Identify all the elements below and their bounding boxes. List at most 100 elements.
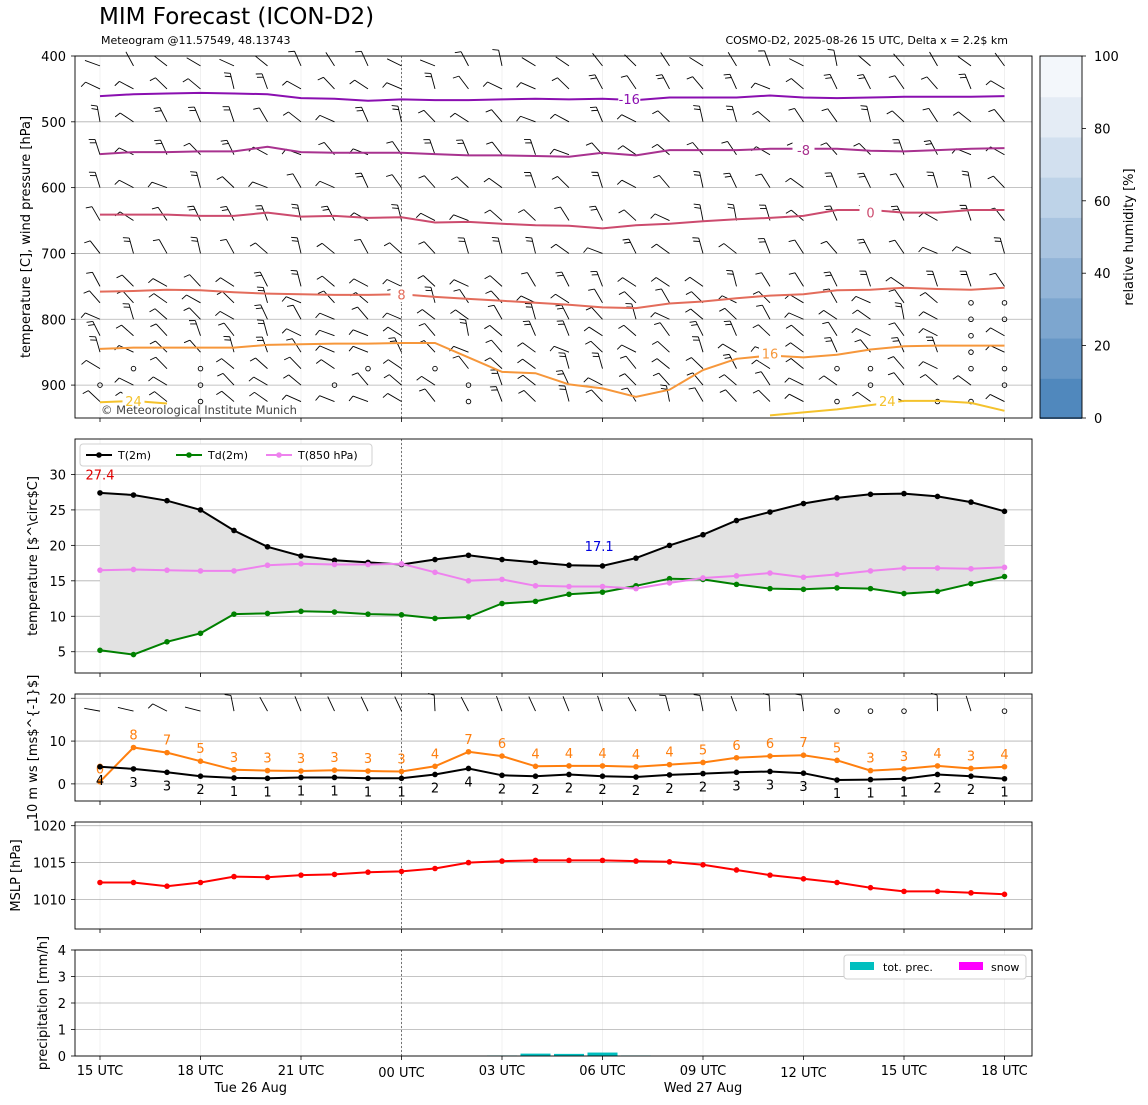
barb-flag [524, 139, 531, 141]
wind-barb [886, 110, 905, 123]
mean-wind-label: 3 [163, 779, 171, 794]
wind-barb [550, 243, 570, 254]
barb-staff [829, 271, 838, 287]
barb-flag [891, 337, 898, 339]
barb-staff [628, 238, 637, 254]
y-axis-label: precipitation [mm/h] [36, 936, 51, 1070]
wind-barb [590, 270, 603, 287]
wind-barb [454, 51, 469, 67]
barb-flag [484, 325, 491, 330]
barb-staff [699, 171, 704, 188]
barb-staff [965, 695, 972, 712]
barb-flag [255, 274, 262, 277]
barb-flag [922, 107, 929, 111]
barb-flag [651, 243, 657, 249]
wind-barb [821, 108, 838, 123]
barb-flag [691, 324, 698, 326]
wind-barb [857, 238, 871, 254]
barb-staff [194, 320, 201, 336]
barb-staff [866, 106, 871, 122]
mean-wind-label: 2 [598, 783, 606, 798]
wind-barb [685, 308, 704, 320]
wind-barb [551, 77, 570, 90]
barb-flag [958, 73, 965, 75]
barb-staff [219, 311, 235, 320]
mean-wind-point [264, 775, 271, 782]
barb-flag [657, 77, 664, 80]
barb-staff [154, 391, 168, 402]
barb-flag [89, 336, 96, 338]
wind-barb [555, 370, 570, 386]
barb-flag [890, 205, 898, 208]
wind-speed-point [130, 744, 137, 751]
barb-staff [453, 345, 469, 353]
barb-flag [650, 213, 656, 219]
wind-barb [183, 307, 201, 320]
wind-barb [188, 106, 201, 122]
isotherm-label: 8 [397, 288, 405, 303]
barb-staff [555, 293, 570, 304]
barb-flag [88, 139, 96, 140]
barb-staff [660, 52, 670, 67]
wind-speed-point [398, 768, 405, 775]
barb-staff [829, 74, 838, 90]
barb-flag [281, 328, 287, 334]
barb-staff [424, 388, 436, 402]
barb-flag [220, 238, 227, 241]
barb-staff [526, 272, 536, 287]
td2m-series-point [432, 615, 438, 622]
wind-barb [391, 105, 402, 122]
barb-staff [229, 336, 235, 353]
barb-flag [685, 357, 692, 361]
barb-flag [752, 324, 759, 329]
barb-flag [651, 143, 658, 149]
barb-flag [784, 312, 790, 318]
barb-staff [894, 289, 905, 304]
surface-wind-barb [965, 695, 972, 712]
barb-staff [657, 341, 670, 353]
barb-staff [730, 695, 737, 712]
barb-staff [528, 696, 536, 712]
barb-staff [196, 172, 201, 188]
barb-staff [155, 77, 168, 90]
t2m-series-point [164, 497, 170, 504]
barb-flag [625, 303, 632, 305]
barb-staff [655, 277, 670, 287]
barb-staff [625, 355, 637, 369]
barb-flag [694, 207, 701, 209]
barb-staff [522, 374, 536, 386]
mslp-point [465, 859, 472, 866]
barb-staff [727, 51, 737, 67]
wind-barb [549, 113, 570, 123]
barb-flag [858, 77, 865, 80]
wind-barb [283, 374, 302, 386]
barb-staff [158, 239, 168, 254]
barb-staff [699, 106, 704, 122]
mean-wind-label: 1 [900, 786, 908, 801]
wind-barb [922, 107, 938, 123]
barb-flag [451, 176, 458, 181]
barb-flag [115, 391, 121, 396]
x-tick-label: 15 UTC [77, 1064, 123, 1079]
wind-barb [589, 106, 603, 122]
mean-wind-point [432, 771, 438, 778]
barb-staff [119, 211, 134, 221]
wind-barb [725, 105, 737, 122]
barb-flag [256, 208, 263, 210]
barb-flag [317, 76, 324, 81]
barb-flag [994, 240, 1002, 242]
wind-barb [952, 375, 972, 386]
barb-flag [988, 109, 995, 113]
wind-barb [888, 75, 905, 90]
wind-barb [650, 277, 670, 287]
barb-flag [484, 357, 491, 362]
barb-flag [283, 374, 289, 379]
calm-marker [97, 382, 103, 388]
barb-flag [660, 387, 668, 390]
mean-wind-label: 1 [833, 787, 841, 802]
wind-barb [652, 372, 670, 386]
barb-flag [217, 372, 224, 377]
barb-flag [888, 75, 896, 78]
wind-barb [827, 48, 838, 66]
x-tick-label: 18 UTC [981, 1064, 1027, 1079]
